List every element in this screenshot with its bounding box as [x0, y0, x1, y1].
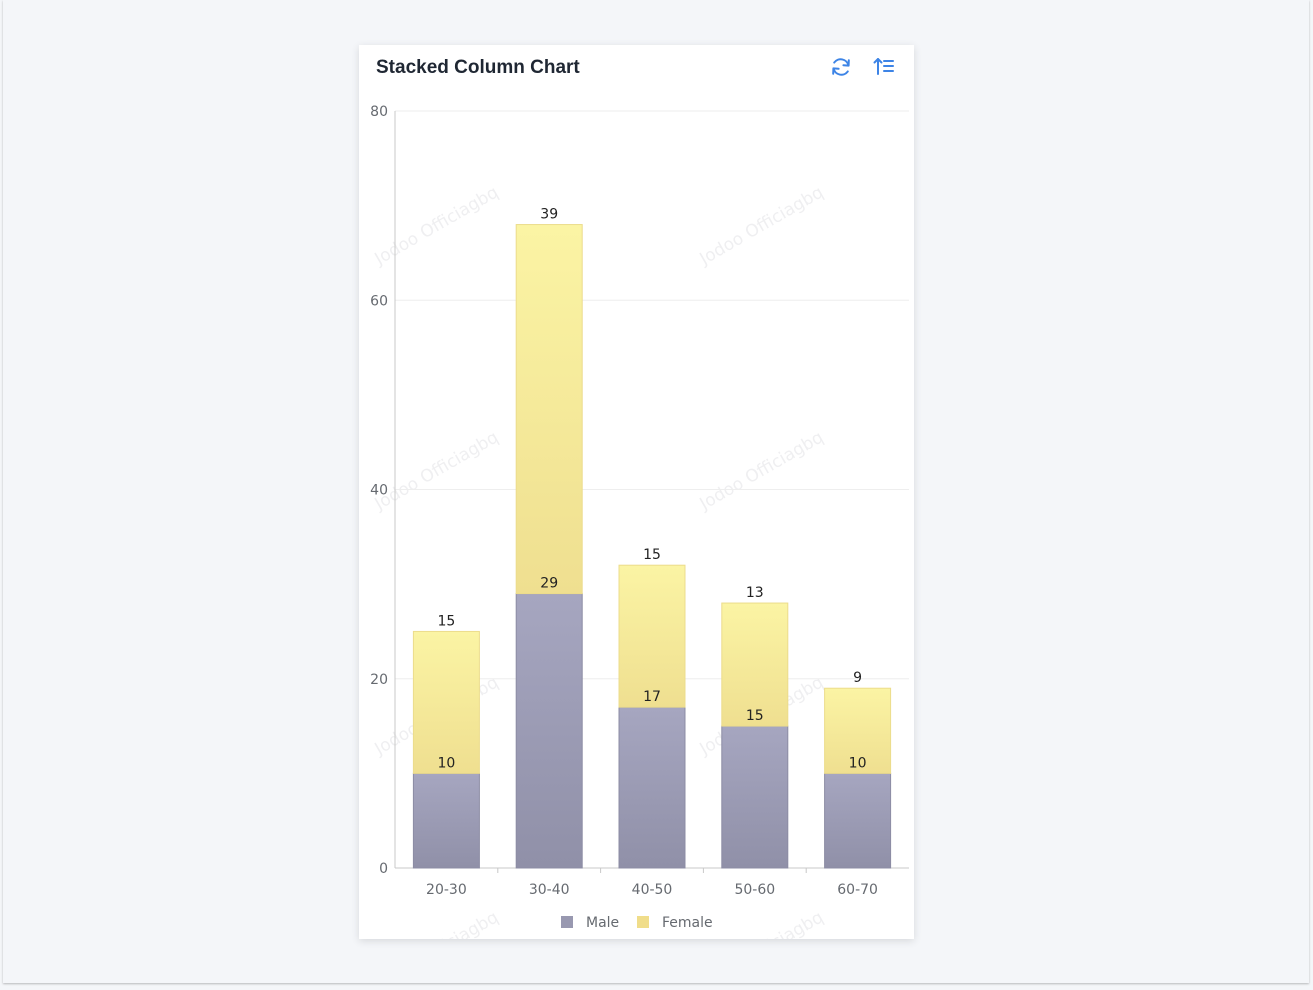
stacked-column-chart: Jodoo Officiagbq Jodoo Officiagbq Jodoo Of… — [370, 104, 909, 939]
bar-male-40-50 — [618, 706, 686, 869]
bar-female-30-40 — [515, 224, 583, 595]
legend: Male Female — [561, 915, 713, 931]
watermark-text: Jodoo Officiagbq — [696, 907, 827, 939]
x-tick-label: 60-70 — [837, 882, 878, 898]
watermark-text: Jodoo Officiagbq — [371, 907, 502, 939]
watermark-text: Jodoo Officiagbq — [696, 182, 827, 269]
data-label-male: 10 — [437, 755, 455, 771]
legend-label-female: Female — [662, 915, 713, 931]
y-tick-label: 60 — [370, 293, 388, 309]
data-label-female: 15 — [437, 613, 455, 629]
bar-male-20-30 — [412, 772, 480, 869]
bar-female-50-60 — [721, 602, 789, 727]
bar-female-20-30 — [412, 630, 480, 774]
x-tick-label: 50-60 — [734, 882, 775, 898]
data-label-female: 15 — [643, 547, 661, 563]
bar-male-30-40 — [515, 593, 583, 869]
legend-swatch-male — [561, 916, 573, 928]
data-label-male: 29 — [540, 576, 558, 592]
data-labels-layer: 10 15 29 39 17 15 15 13 10 9 — [437, 207, 866, 772]
watermark-text: Jodoo Officiagbq — [371, 182, 502, 269]
card-header: Stacked Column Chart — [359, 45, 914, 93]
data-label-female: 9 — [853, 670, 862, 686]
sort-ascending-icon — [873, 58, 894, 75]
x-tick-label: 40-50 — [632, 882, 673, 898]
legend-label-male: Male — [586, 915, 619, 931]
bars-layer — [412, 224, 892, 869]
y-tick-label: 0 — [379, 861, 388, 877]
data-label-male: 10 — [849, 755, 867, 771]
y-tick-label: 80 — [370, 104, 388, 120]
watermark-text: Jodoo Officiagbq — [696, 427, 827, 514]
data-label-male: 17 — [643, 689, 661, 705]
sort-button[interactable] — [872, 55, 896, 79]
bar-male-50-60 — [721, 725, 789, 869]
legend-swatch-female — [637, 916, 649, 928]
axes: 0 20 40 60 80 20-30 30-40 40-50 50-60 60-70 — [370, 104, 909, 898]
y-tick-label: 20 — [370, 672, 388, 688]
data-label-male: 15 — [746, 708, 764, 724]
x-tick-label: 20-30 — [426, 882, 467, 898]
bar-male-60-70 — [824, 772, 892, 869]
watermark-text: Jodoo Officiagbq — [371, 427, 502, 514]
refresh-button[interactable] — [829, 55, 853, 79]
bar-female-60-70 — [824, 687, 892, 774]
y-tick-label: 40 — [370, 483, 388, 499]
bar-female-40-50 — [618, 564, 686, 708]
data-label-female: 13 — [746, 585, 764, 601]
x-tick-label: 30-40 — [529, 882, 570, 898]
data-label-female: 39 — [540, 207, 558, 223]
refresh-icon — [832, 58, 850, 76]
chart-card: Stacked Column Chart — [359, 45, 914, 939]
chart-title: Stacked Column Chart — [376, 57, 580, 78]
